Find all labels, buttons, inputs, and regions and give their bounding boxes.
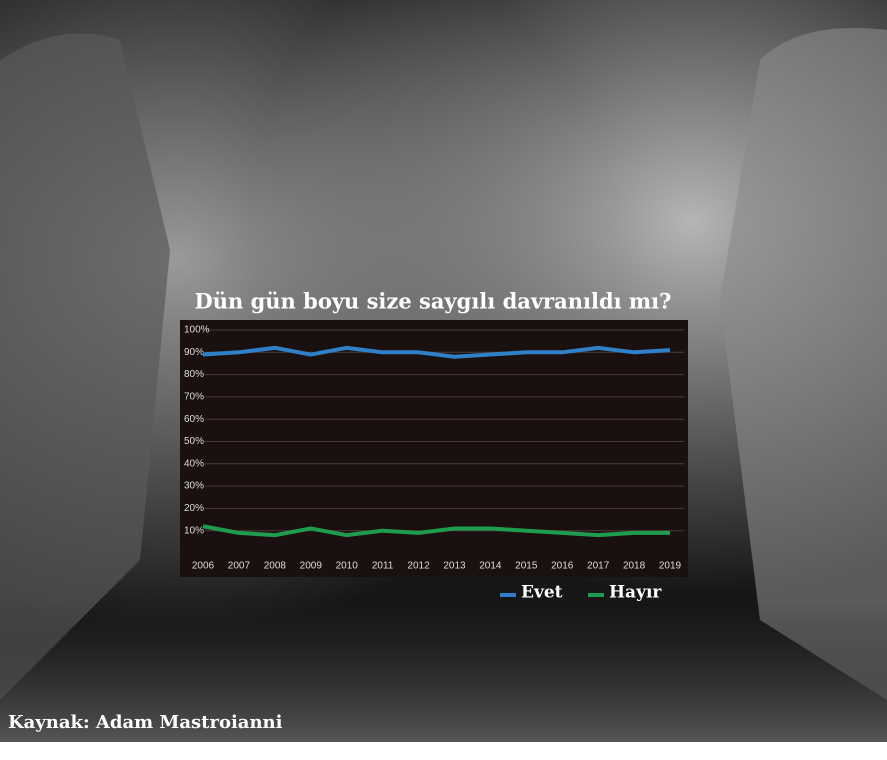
y-tick-label: 100%: [184, 325, 210, 336]
legend-label: Hayır: [609, 583, 662, 603]
x-tick-label: 2010: [336, 561, 359, 572]
x-tick-label: 2012: [407, 561, 430, 572]
plot-background: [180, 320, 688, 577]
x-tick-label: 2015: [515, 561, 538, 572]
x-tick-label: 2019: [659, 561, 682, 572]
x-tick-label: 2008: [264, 561, 287, 572]
y-tick-label: 90%: [184, 347, 204, 358]
y-tick-label: 30%: [184, 481, 204, 492]
chart-title: Dün gün boyu size saygılı davranıldı mı?: [195, 289, 672, 314]
page: Dün gün boyu size saygılı davranıldı mı?…: [0, 0, 887, 760]
y-tick-label: 40%: [184, 458, 204, 469]
source-note: Kaynak: Adam Mastroianni: [8, 712, 283, 733]
x-tick-label: 2007: [228, 561, 251, 572]
x-tick-label: 2017: [587, 561, 610, 572]
y-tick-label: 10%: [184, 525, 204, 536]
x-tick-label: 2013: [443, 561, 466, 572]
x-tick-label: 2018: [623, 561, 646, 572]
y-tick-label: 60%: [184, 414, 204, 425]
chart: Dün gün boyu size saygılı davranıldı mı?…: [0, 0, 887, 760]
y-tick-label: 20%: [184, 503, 204, 514]
y-tick-label: 50%: [184, 436, 204, 447]
x-tick-label: 2016: [551, 561, 574, 572]
x-tick-label: 2009: [300, 561, 323, 572]
y-tick-label: 80%: [184, 369, 204, 380]
x-tick-label: 2006: [192, 561, 215, 572]
y-tick-label: 70%: [184, 392, 204, 403]
x-tick-label: 2014: [479, 561, 502, 572]
legend-label: Evet: [521, 583, 563, 603]
x-tick-label: 2011: [372, 561, 394, 572]
